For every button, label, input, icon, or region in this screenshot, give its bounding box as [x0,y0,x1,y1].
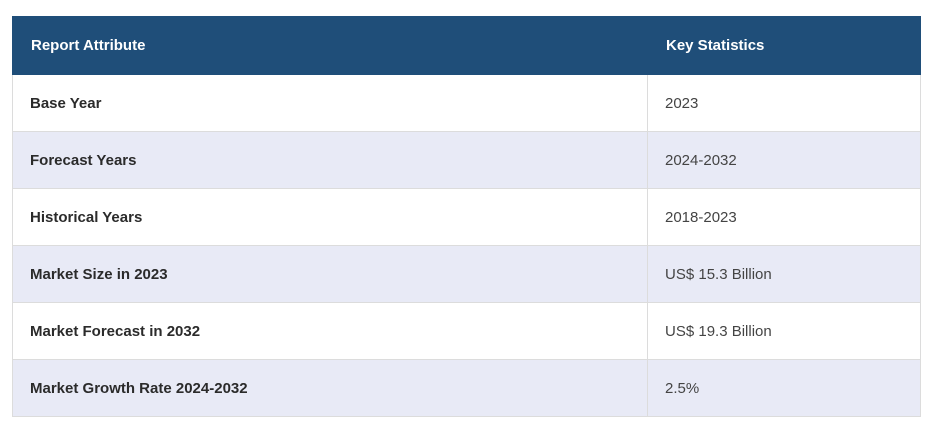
row-value: 2023 [647,74,921,132]
row-attribute: Base Year [12,74,648,132]
table-row: Market Growth Rate 2024-2032 2.5% [12,359,921,417]
report-attributes-table: Report Attribute Key Statistics Base Yea… [12,16,921,417]
row-attribute: Historical Years [12,188,648,246]
row-attribute: Market Growth Rate 2024-2032 [12,359,648,417]
header-report-attribute: Report Attribute [12,16,648,75]
row-value: 2024-2032 [647,131,921,189]
row-attribute: Market Size in 2023 [12,245,648,303]
row-attribute: Forecast Years [12,131,648,189]
row-value: US$ 15.3 Billion [647,245,921,303]
table-row: Historical Years 2018-2023 [12,188,921,246]
header-key-statistics: Key Statistics [647,16,921,75]
table-row: Market Size in 2023 US$ 15.3 Billion [12,245,921,303]
table-row: Base Year 2023 [12,74,921,132]
table-header-row: Report Attribute Key Statistics [12,16,921,75]
table-row: Market Forecast in 2032 US$ 19.3 Billion [12,302,921,360]
row-value: 2.5% [647,359,921,417]
table-row: Forecast Years 2024-2032 [12,131,921,189]
row-value: US$ 19.3 Billion [647,302,921,360]
row-attribute: Market Forecast in 2032 [12,302,648,360]
row-value: 2018-2023 [647,188,921,246]
